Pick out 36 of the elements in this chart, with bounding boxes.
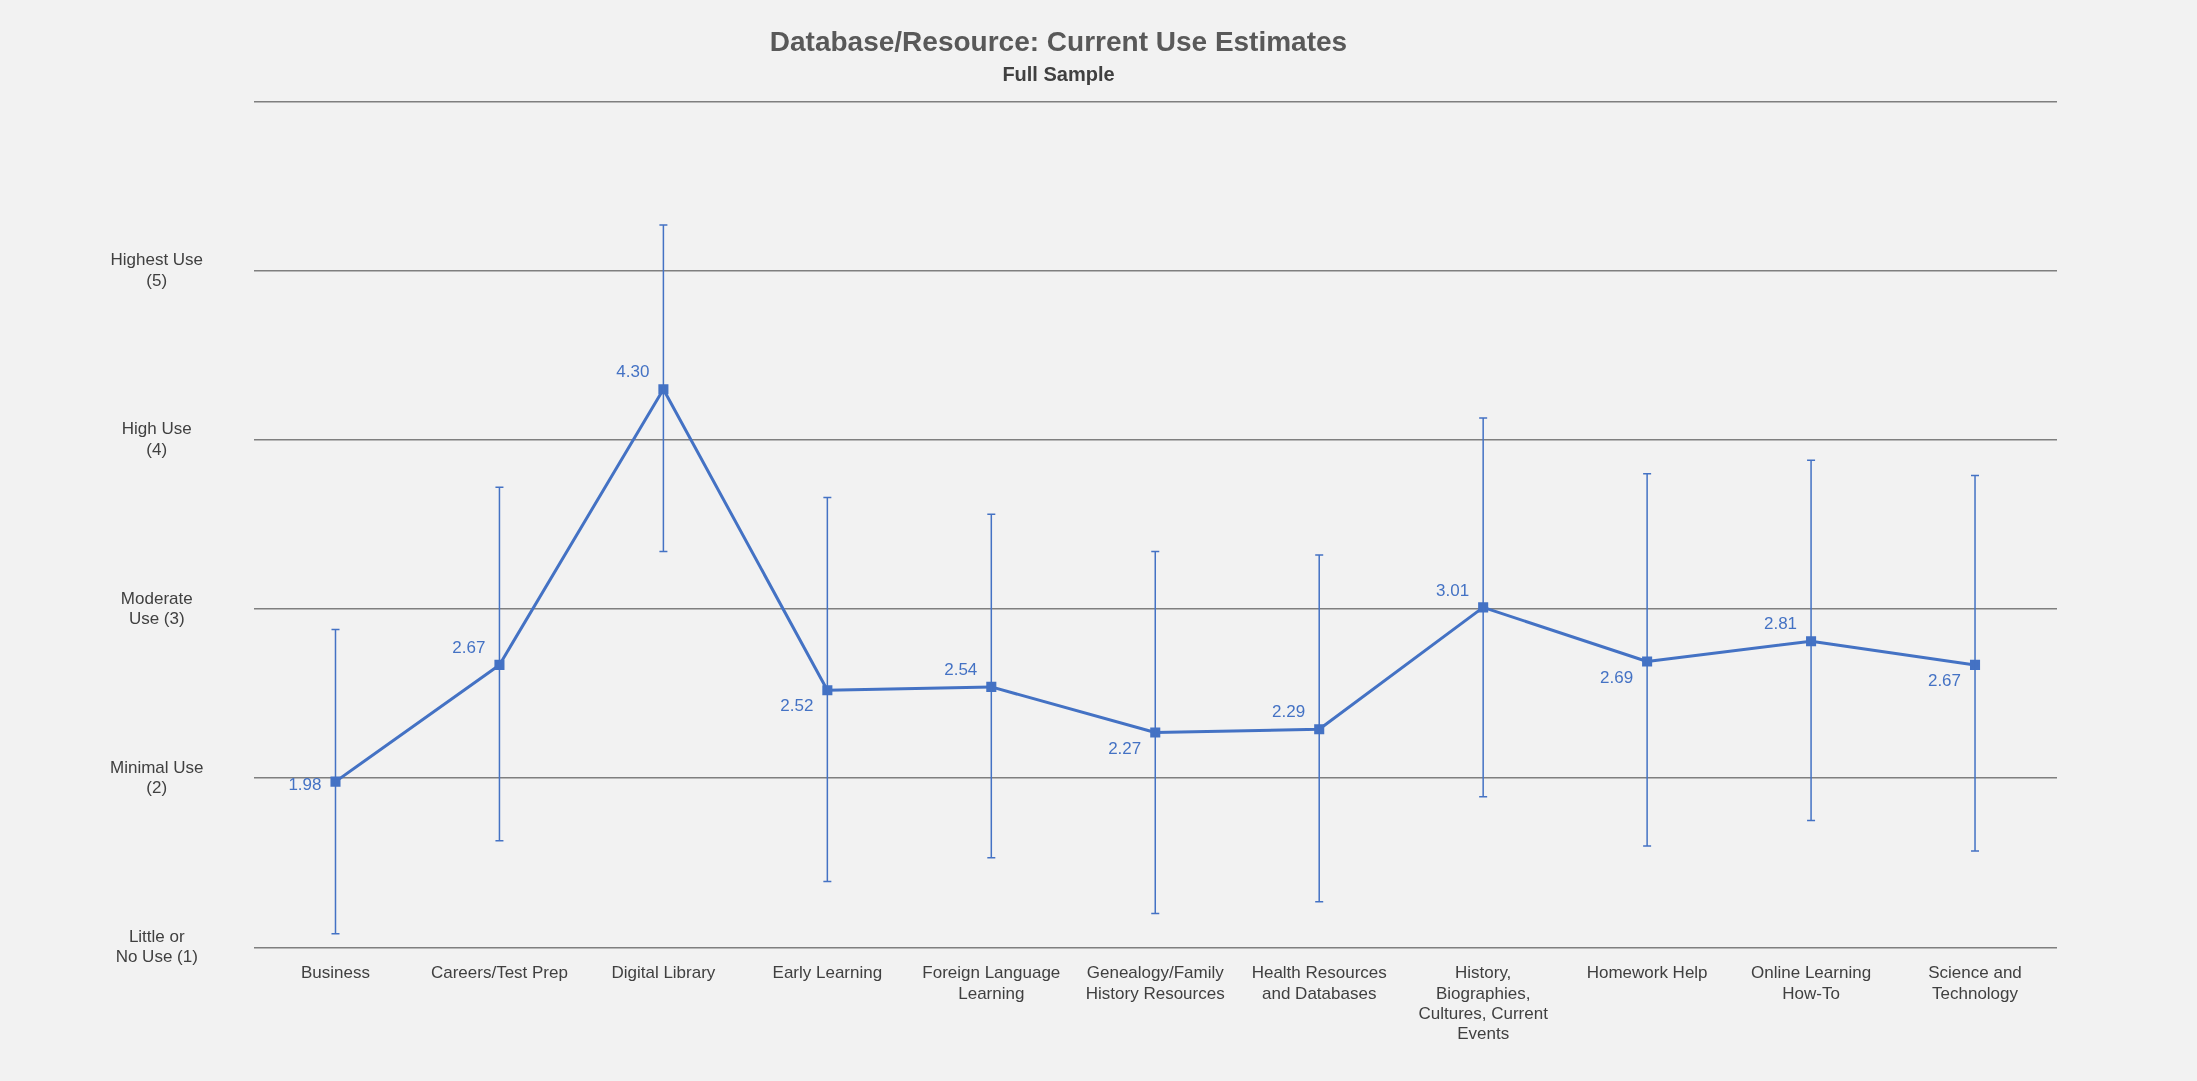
point xyxy=(658,384,669,395)
x-tick-label: Homework Help xyxy=(1586,963,1708,983)
x-tick-label: Business xyxy=(301,963,370,983)
point xyxy=(986,681,997,692)
point xyxy=(1150,727,1161,738)
x-tick-label: Foreign Language Learning xyxy=(922,963,1061,1003)
x-tick-label: Health Resources and Databases xyxy=(1251,963,1387,1003)
data-label: 2.52 xyxy=(780,696,814,716)
y-tick-label: Little or No Use (1) xyxy=(115,926,198,967)
data-label: 4.30 xyxy=(616,362,650,382)
data-label: 2.27 xyxy=(1108,738,1142,758)
x-tick-label: Science and Technology xyxy=(1928,963,2022,1003)
data-label: 3.01 xyxy=(1436,580,1470,600)
point xyxy=(822,685,833,696)
data-label: 2.67 xyxy=(1927,671,1962,691)
y-tick-label: Highest Use (5) xyxy=(110,250,204,290)
data-label: 2.81 xyxy=(1763,614,1798,634)
data-label: 2.69 xyxy=(1600,667,1634,687)
x-tick-label: Digital Library xyxy=(611,963,716,983)
data-label: 2.29 xyxy=(1272,702,1306,722)
x-tick-label: Online Learning How-To xyxy=(1751,963,1872,1003)
x-tick-label: Early Learning xyxy=(772,963,883,983)
x-tick-label: Genealogy/Family History Resources xyxy=(1085,963,1225,1003)
y-tick-label: Moderate Use (3) xyxy=(120,588,193,628)
y-tick-label: High Use (4) xyxy=(121,419,192,459)
chart-title: Database/Resource: Current Use Estimates xyxy=(769,25,1348,57)
point xyxy=(330,776,341,787)
point xyxy=(1642,656,1653,667)
x-tick-label: History, Biographies, Cultures, Current Events xyxy=(1418,963,1549,1044)
chart-subtitle: Full Sample xyxy=(1002,63,1115,86)
point xyxy=(494,659,505,670)
x-tick-label: Careers/Test Prep xyxy=(430,963,568,983)
data-label: 2.67 xyxy=(452,638,486,658)
data-label: 1.98 xyxy=(288,775,322,795)
data-label: 2.54 xyxy=(944,660,978,680)
y-tick-label: Minimal Use (2) xyxy=(109,757,204,798)
